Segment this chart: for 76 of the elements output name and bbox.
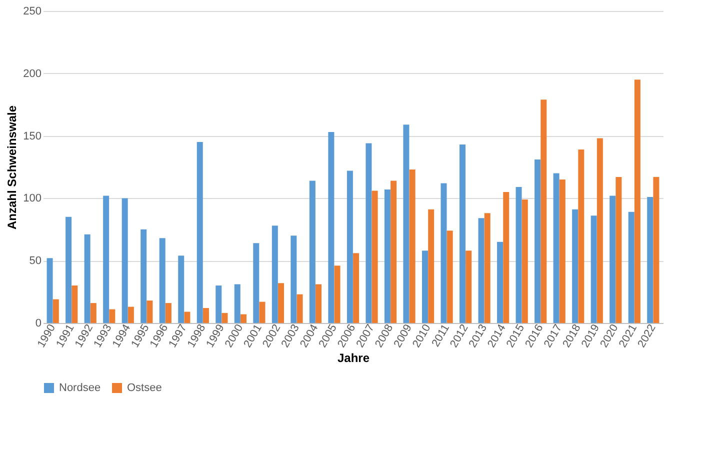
bar <box>409 169 416 323</box>
y-tick-label: 200 <box>23 68 42 80</box>
bar <box>159 238 166 323</box>
y-axis-title: Anzahl Schweinswale <box>5 105 20 230</box>
bar <box>222 313 228 323</box>
bar <box>390 180 397 323</box>
bar <box>196 142 203 323</box>
bar <box>128 306 134 323</box>
bar <box>466 250 472 323</box>
bar <box>628 212 634 323</box>
x-axis-title: Jahre <box>337 351 370 366</box>
bar <box>647 196 654 323</box>
bar <box>334 266 340 323</box>
bar <box>272 226 278 323</box>
y-tick-label: 100 <box>23 192 42 205</box>
bar <box>553 173 560 323</box>
bar <box>165 303 172 323</box>
bar <box>578 150 584 323</box>
bar <box>428 209 434 323</box>
bar <box>52 299 59 323</box>
y-tick-label: 250 <box>23 6 42 18</box>
bar <box>296 294 303 323</box>
bar <box>484 213 490 323</box>
bar <box>234 284 240 323</box>
bar <box>140 229 147 323</box>
bar <box>653 176 660 323</box>
bar <box>253 243 260 323</box>
bar <box>84 234 90 323</box>
y-tick-label: 150 <box>23 130 42 142</box>
bar <box>109 309 116 323</box>
bar <box>278 283 284 323</box>
bar <box>122 198 128 323</box>
bar <box>460 144 466 323</box>
bar <box>103 196 110 323</box>
bar <box>202 308 209 323</box>
bar <box>540 100 547 323</box>
bar <box>446 230 453 323</box>
bar <box>178 256 184 323</box>
bar <box>440 183 447 323</box>
bar <box>240 314 246 323</box>
y-tick-label: 50 <box>29 255 42 268</box>
bar <box>610 196 616 323</box>
bar <box>146 300 153 323</box>
legend-label: Nordsee <box>59 382 101 394</box>
bar <box>522 199 528 323</box>
bar <box>596 138 603 323</box>
bar <box>346 170 353 323</box>
bar <box>559 179 566 323</box>
bar <box>616 176 622 323</box>
bar <box>184 312 190 323</box>
y-tick-label: 0 <box>35 318 42 330</box>
bar <box>316 284 322 323</box>
bar <box>90 303 96 323</box>
bar <box>403 124 410 323</box>
bar <box>309 180 316 323</box>
bar <box>478 218 484 323</box>
bar <box>497 242 504 323</box>
bar <box>72 286 78 323</box>
legend-label: Ostsee <box>127 382 162 394</box>
bar <box>353 253 360 323</box>
bar <box>216 286 222 323</box>
bar <box>290 236 297 323</box>
bar <box>328 132 334 323</box>
bar <box>372 190 378 323</box>
bar <box>516 186 522 323</box>
bar <box>572 209 578 323</box>
bar <box>66 216 72 323</box>
bar <box>634 80 640 323</box>
bar <box>503 192 510 323</box>
bar <box>366 143 372 323</box>
bar <box>534 160 541 323</box>
bar <box>384 189 390 323</box>
bar <box>590 216 597 323</box>
bar <box>422 250 428 323</box>
bar <box>259 302 266 323</box>
bar <box>46 258 53 323</box>
